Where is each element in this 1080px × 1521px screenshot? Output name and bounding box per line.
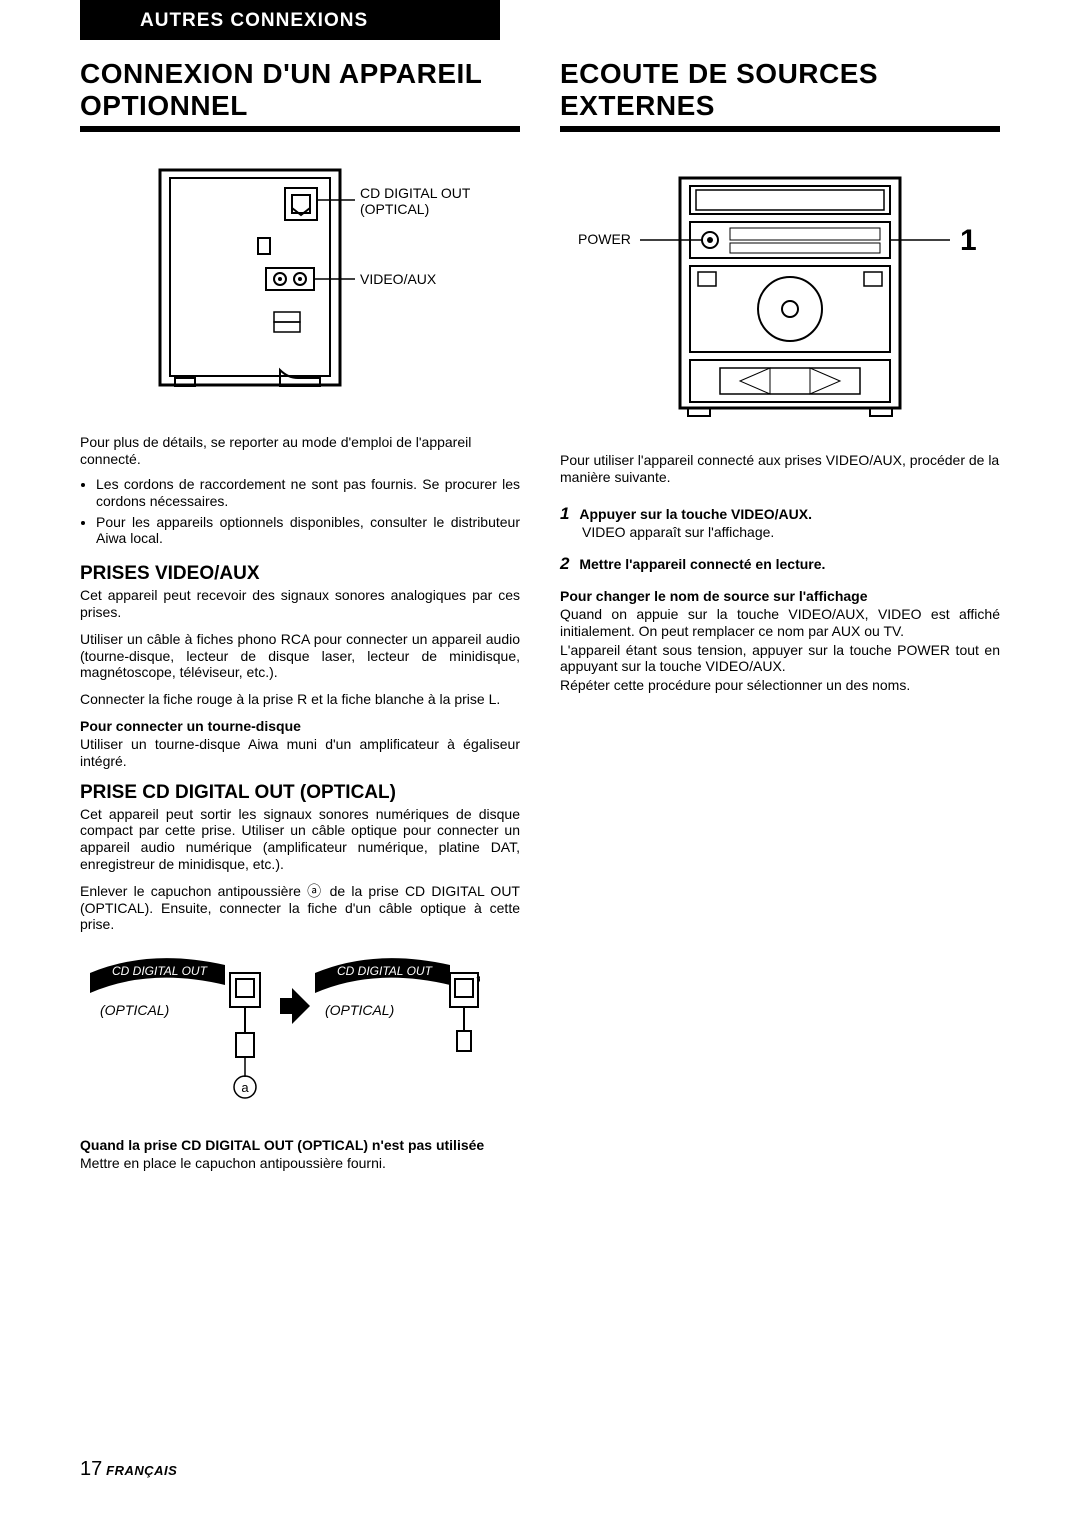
right-title: ECOUTE DE SOURCES EXTERNES: [560, 58, 1000, 122]
section-header-band: AUTRES CONNEXIONS: [80, 0, 500, 40]
diagram-label-power: POWER: [578, 231, 631, 247]
right-column: ECOUTE DE SOURCES EXTERNES: [560, 58, 1000, 1182]
heading-change-source: Pour changer le nom de source sur l'affi…: [560, 588, 1000, 604]
cdout-p2: Enlever le capuchon antipoussière ⓐ de l…: [80, 883, 520, 933]
diagram-label-optical: (OPTICAL): [360, 201, 429, 217]
right-title-rule: [560, 126, 1000, 132]
diagram-label-1: 1: [960, 224, 977, 257]
change-p3: Répéter cette procédure pour sélectionne…: [560, 677, 1000, 694]
optical-callout-a: a: [241, 1080, 249, 1095]
step-1-sub: VIDEO apparaît sur l'affichage.: [582, 524, 1000, 540]
step-2-label: Mettre l'appareil connecté en lecture.: [579, 556, 825, 572]
optical-flag-cd-2: CD DIGITAL OUT: [337, 964, 434, 978]
right-device-diagram: POWER 1: [560, 168, 1000, 428]
prises-p3: Connecter la fiche rouge à la prise R et…: [80, 691, 520, 708]
prises-p2: Utiliser un câble à fiches phono RCA pou…: [80, 631, 520, 681]
heading-prises-video-aux: PRISES VIDEO/AUX: [80, 563, 520, 585]
step-1: 1 Appuyer sur la touche VIDEO/AUX. VIDEO…: [560, 504, 1000, 540]
optical-flag-opt-2: (OPTICAL): [325, 1002, 394, 1018]
left-title-rule: [80, 126, 520, 132]
right-intro: Pour utiliser l'appareil connecté aux pr…: [560, 452, 1000, 486]
heading-tourne-disque: Pour connecter un tourne-disque: [80, 718, 520, 734]
left-bullets: Les cordons de raccordement ne sont pas …: [80, 476, 520, 547]
step-1-num: 1: [560, 504, 569, 523]
optical-cap-diagram: CD DIGITAL OUT (OPTICAL) a: [80, 943, 520, 1113]
step-1-label: Appuyer sur la touche VIDEO/AUX.: [579, 506, 812, 522]
optical-not-used-p: Mettre en place le capuchon antipoussièr…: [80, 1155, 520, 1172]
left-intro: Pour plus de détails, se reporter au mod…: [80, 434, 520, 468]
left-bullet-2: Pour les appareils optionnels disponible…: [96, 514, 520, 548]
change-p2: L'appareil étant sous tension, appuyer s…: [560, 642, 1000, 676]
optical-flag-cd-1: CD DIGITAL OUT: [112, 964, 209, 978]
step-2-num: 2: [560, 554, 569, 573]
prises-p1: Cet appareil peut recevoir des signaux s…: [80, 587, 520, 621]
page-footer: 17 FRANÇAIS: [80, 1458, 177, 1481]
tourne-p: Utiliser un tourne-disque Aiwa muni d'un…: [80, 736, 520, 770]
page-number: 17: [80, 1458, 102, 1480]
diagram-label-video: VIDEO/AUX: [360, 271, 437, 287]
change-p1: Quand on appuie sur la touche VIDEO/AUX,…: [560, 606, 1000, 640]
left-bullet-1: Les cordons de raccordement ne sont pas …: [96, 476, 520, 510]
heading-optical-not-used: Quand la prise CD DIGITAL OUT (OPTICAL) …: [80, 1137, 520, 1153]
page-language: FRANÇAIS: [106, 1463, 177, 1478]
cdout-p1: Cet appareil peut sortir les signaux son…: [80, 806, 520, 873]
left-title: CONNEXION D'UN APPAREIL OPTIONNEL: [80, 58, 520, 122]
left-back-panel-diagram: CD DIGITAL OUT (OPTICAL) VIDEO/AUX: [80, 160, 520, 410]
optical-flag-opt-1: (OPTICAL): [100, 1002, 169, 1018]
heading-cd-digital-out: PRISE CD DIGITAL OUT (OPTICAL): [80, 782, 520, 804]
step-2: 2 Mettre l'appareil connecté en lecture.: [560, 554, 1000, 574]
left-column: CONNEXION D'UN APPAREIL OPTIONNEL: [80, 58, 520, 1182]
diagram-label-cd: CD DIGITAL OUT: [360, 185, 470, 201]
